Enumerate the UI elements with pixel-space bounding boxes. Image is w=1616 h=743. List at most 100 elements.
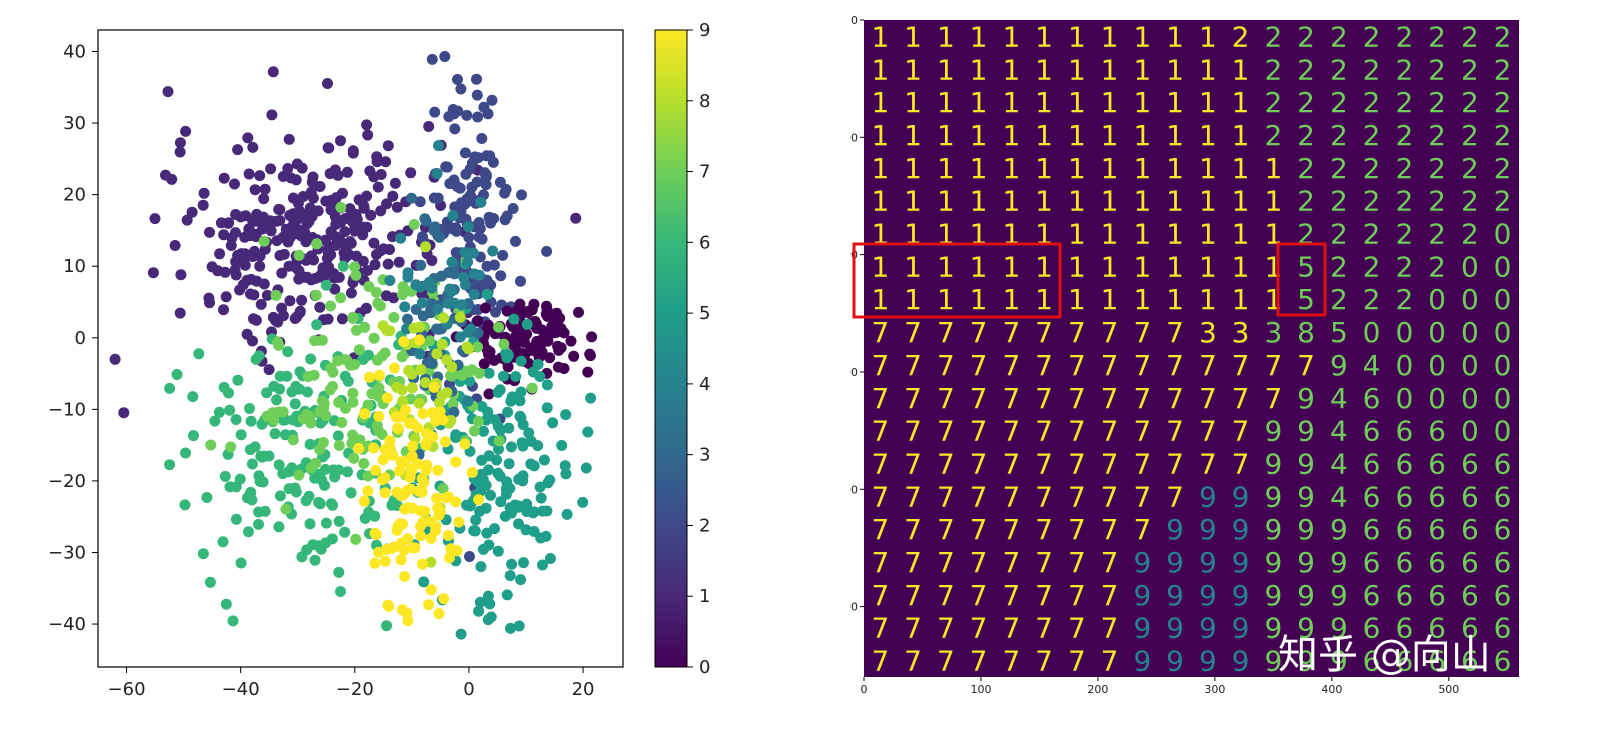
digit-cell: 7 xyxy=(970,579,988,612)
digit-cell: 7 xyxy=(1002,513,1020,546)
scatter-point-5 xyxy=(515,574,527,586)
digit-cell: 0 xyxy=(1395,349,1413,382)
scatter-point-7 xyxy=(526,382,538,394)
scatter-point-7 xyxy=(340,402,351,414)
digit-cell: 2 xyxy=(1395,53,1413,86)
scatter-point-6 xyxy=(305,353,317,365)
digit-cell: 7 xyxy=(1035,579,1053,612)
scatter-point-5 xyxy=(528,526,540,537)
digit-cell: 6 xyxy=(1395,480,1413,513)
digit-cell: 7 xyxy=(1002,480,1020,513)
scatter-point-6 xyxy=(220,598,232,610)
scatter-point-4 xyxy=(447,210,459,222)
scatter-point-1 xyxy=(423,121,435,132)
scatter-point-4 xyxy=(414,348,426,360)
digit-cell: 7 xyxy=(1232,448,1250,481)
scatter-point-1 xyxy=(254,170,266,182)
digit-cell: 7 xyxy=(1068,513,1086,546)
scatter-point-1 xyxy=(147,267,159,279)
scatter-point-5 xyxy=(534,371,546,382)
scatter-point-2 xyxy=(471,89,483,101)
scatter-point-6 xyxy=(300,495,312,507)
scatter-point-2 xyxy=(440,161,452,173)
scatter-point-8 xyxy=(438,312,449,324)
scatter-point-7 xyxy=(493,435,505,447)
digit-cell: 1 xyxy=(970,152,988,185)
scatter-point-1 xyxy=(206,261,218,273)
scatter-point-1 xyxy=(305,186,317,198)
scatter-point-2 xyxy=(452,74,463,85)
scatter-point-4 xyxy=(416,297,428,309)
scatter-point-9 xyxy=(374,369,385,381)
scatter-point-7 xyxy=(353,344,365,356)
scatter-point-6 xyxy=(315,540,327,552)
digit-cell: 6 xyxy=(1363,546,1381,579)
scatter-point-1 xyxy=(344,236,356,248)
scatter-point-1 xyxy=(380,156,392,168)
digit-cell: 5 xyxy=(1297,283,1315,316)
scatter-point-2 xyxy=(464,163,476,175)
digit-cell: 2 xyxy=(1428,53,1446,86)
scatter-point-5 xyxy=(492,467,504,479)
scatter-point-5 xyxy=(541,402,553,414)
scatter-point-4 xyxy=(459,279,471,291)
scatter-point-5 xyxy=(513,518,524,530)
digit-cell: 6 xyxy=(1395,513,1413,546)
digit-cell: 0 xyxy=(1494,283,1512,316)
scatter-point-9 xyxy=(368,442,380,454)
scatter-point-5 xyxy=(503,422,515,434)
scatter-point-7 xyxy=(437,483,449,495)
digit-cell: 2 xyxy=(1363,283,1381,316)
digit-cell: 7 xyxy=(1101,382,1119,415)
scatter-point-9 xyxy=(431,492,443,504)
digit-cell: 1 xyxy=(1199,218,1217,251)
highlight-box-left xyxy=(852,242,1062,319)
digit-cell: 7 xyxy=(1002,349,1020,382)
digit-cell: 2 xyxy=(1330,86,1348,119)
scatter-point-1 xyxy=(296,294,308,306)
scatter-point-1 xyxy=(235,211,247,223)
scatter-point-9 xyxy=(433,608,445,620)
digit-cell: 1 xyxy=(1002,218,1020,251)
scatter-point-1 xyxy=(220,291,232,303)
scatter-point-5 xyxy=(502,349,514,361)
digit-cell: 0 xyxy=(1461,316,1479,349)
scatter-point-2 xyxy=(444,178,456,190)
digit-cell: 5 xyxy=(1330,316,1348,349)
scatter-point-8 xyxy=(406,382,418,394)
scatter-point-6 xyxy=(282,346,294,358)
digit-cell: 1 xyxy=(1002,20,1020,53)
digit-cell: 2 xyxy=(1395,152,1413,185)
digit-cell: 7 xyxy=(1101,415,1119,448)
digit-cell: 6 xyxy=(1428,579,1446,612)
digit-cell: 0 xyxy=(1494,250,1512,283)
scatter-point-9 xyxy=(420,439,432,451)
digit-cell: 1 xyxy=(1199,53,1217,86)
digit-cell: 1 xyxy=(1166,20,1184,53)
scatter-point-1 xyxy=(265,163,277,175)
manifold-background xyxy=(864,20,1519,677)
digit-cell: 0 xyxy=(1395,382,1413,415)
digit-cell: 1 xyxy=(937,86,955,119)
scatter-point-1 xyxy=(271,235,283,247)
scatter-point-1 xyxy=(382,258,394,270)
scatter-point-5 xyxy=(521,318,533,330)
manifold-x-tick-label: 400 xyxy=(1321,683,1342,696)
digit-cell: 1 xyxy=(904,185,922,218)
scatter-point-9 xyxy=(421,459,433,471)
scatter-point-9 xyxy=(388,362,400,374)
digit-cell: 9 xyxy=(1264,513,1282,546)
x-tick-label: −60 xyxy=(108,679,146,700)
scatter-point-6 xyxy=(342,466,353,478)
scatter-point-7 xyxy=(305,462,317,474)
scatter-point-2 xyxy=(426,53,438,65)
digit-cell: 2 xyxy=(1428,185,1446,218)
digit-cell: 7 xyxy=(1199,448,1217,481)
digit-cell: 7 xyxy=(1199,382,1217,415)
scatter-point-5 xyxy=(561,508,573,520)
scatter-point-3 xyxy=(419,213,431,225)
scatter-point-9 xyxy=(428,381,440,393)
digit-cell: 1 xyxy=(1232,283,1250,316)
digit-cell: 9 xyxy=(1133,579,1151,612)
digit-cell: 2 xyxy=(1297,152,1315,185)
